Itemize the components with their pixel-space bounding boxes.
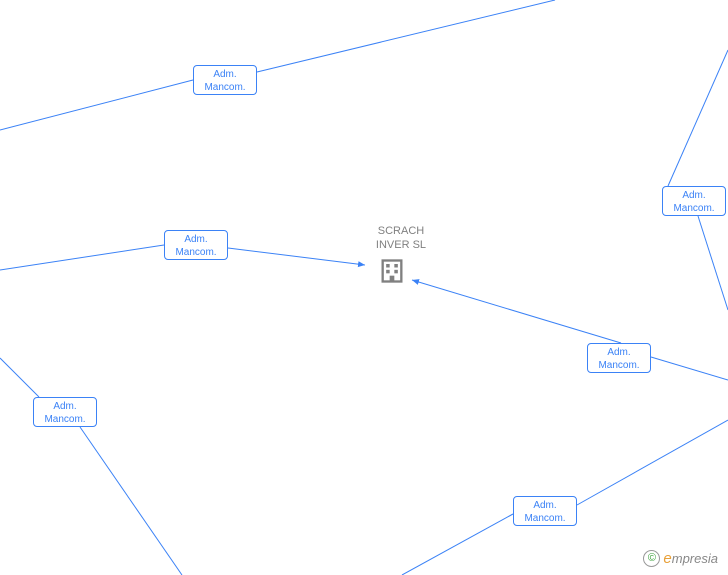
edge	[651, 357, 728, 380]
brand-rest: mpresia	[672, 551, 718, 566]
node-box[interactable]: Adm. Mancom.	[587, 343, 651, 373]
node-box[interactable]: Adm. Mancom.	[513, 496, 577, 526]
copyright-icon: ©	[643, 550, 660, 567]
edge	[0, 80, 193, 130]
node-box[interactable]: Adm. Mancom.	[33, 397, 97, 427]
edge	[577, 420, 728, 505]
edge	[402, 514, 513, 575]
center-node-label: SCRACH INVER SL	[358, 224, 444, 253]
edge	[257, 0, 555, 72]
node-box[interactable]: Adm. Mancom.	[164, 230, 228, 260]
edges-layer	[0, 0, 728, 575]
diagram-canvas: Adm. Mancom. Adm. Mancom. Adm. Mancom. Adm.…	[0, 0, 728, 575]
edge	[0, 358, 39, 397]
node-box[interactable]: Adm. Mancom.	[193, 65, 257, 95]
node-box[interactable]: Adm. Mancom.	[662, 186, 726, 216]
watermark: ©empresia	[643, 550, 718, 567]
brand-initial: e	[663, 550, 671, 567]
building-icon	[378, 257, 406, 290]
edge	[668, 50, 728, 186]
edge	[228, 248, 365, 265]
edge	[80, 427, 182, 575]
edge	[698, 216, 728, 310]
edge	[412, 280, 621, 343]
edge	[0, 245, 164, 270]
